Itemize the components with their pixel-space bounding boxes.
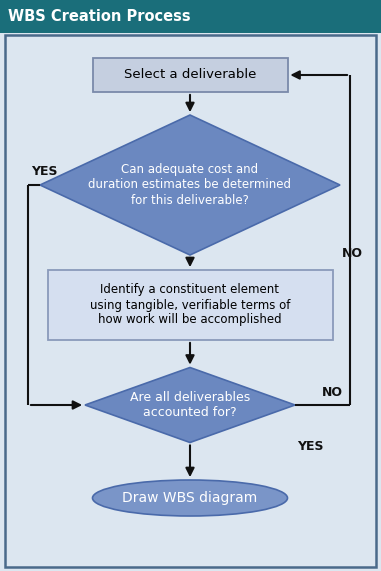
FancyBboxPatch shape bbox=[93, 58, 288, 92]
Text: Identify a constituent element
using tangible, verifiable terms of
how work will: Identify a constituent element using tan… bbox=[90, 283, 290, 327]
FancyBboxPatch shape bbox=[48, 270, 333, 340]
Text: NO: NO bbox=[322, 386, 343, 399]
Text: YES: YES bbox=[31, 165, 58, 178]
Polygon shape bbox=[40, 115, 340, 255]
Text: Select a deliverable: Select a deliverable bbox=[124, 69, 256, 82]
Polygon shape bbox=[85, 368, 295, 443]
Text: NO: NO bbox=[342, 247, 363, 260]
Text: Are all deliverables
accounted for?: Are all deliverables accounted for? bbox=[130, 391, 250, 419]
FancyBboxPatch shape bbox=[5, 35, 376, 567]
Text: YES: YES bbox=[297, 440, 323, 453]
Text: WBS Creation Process: WBS Creation Process bbox=[8, 9, 190, 24]
Ellipse shape bbox=[93, 480, 288, 516]
Text: Draw WBS diagram: Draw WBS diagram bbox=[122, 491, 258, 505]
FancyBboxPatch shape bbox=[0, 0, 381, 33]
Text: Can adequate cost and
duration estimates be determined
for this deliverable?: Can adequate cost and duration estimates… bbox=[88, 163, 291, 207]
